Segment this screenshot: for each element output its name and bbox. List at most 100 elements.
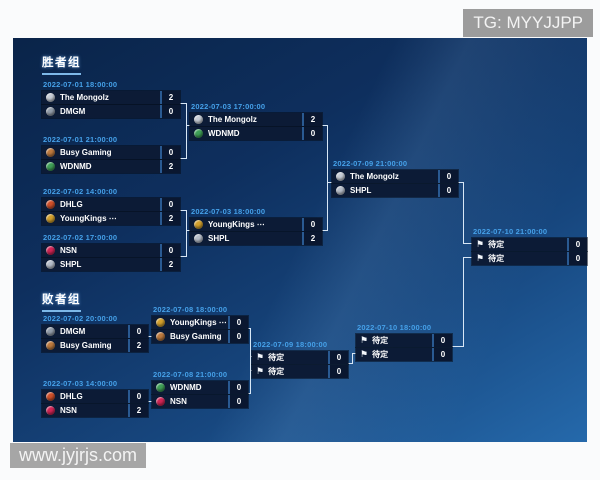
team-row[interactable]: WDNMD 2 <box>42 160 180 173</box>
team-score: 0 <box>328 351 348 364</box>
team-row[interactable]: DHLG 0 <box>42 198 180 211</box>
team-score: 0 <box>228 381 248 394</box>
bracket-connector <box>250 328 251 394</box>
team-row[interactable]: WDNMD 0 <box>190 127 322 140</box>
bracket-connector <box>180 158 186 159</box>
team-row[interactable]: NSN 0 <box>152 395 248 408</box>
team-name: The Mongolz <box>350 172 399 181</box>
team-score: 0 <box>302 218 322 231</box>
bracket-connector <box>186 230 190 231</box>
website-watermark: www.jyjrjs.com <box>10 443 147 468</box>
bracket-connector <box>248 328 250 329</box>
match-losers-r1-2: 2022-07-03 14:00:00 DHLG 0 NSN 2 <box>42 379 148 418</box>
team-logo-icon <box>46 162 55 171</box>
team-row[interactable]: WDNMD 0 <box>152 381 248 394</box>
team-logo-icon <box>194 129 203 138</box>
team-logo-icon <box>156 332 165 341</box>
team-row[interactable]: DMGM 0 <box>42 105 180 118</box>
team-row[interactable]: DMGM 0 <box>42 325 148 338</box>
team-name: WDNMD <box>60 162 92 171</box>
team-name: 待定 <box>372 350 389 359</box>
bracket-connector <box>463 257 472 258</box>
match-winners-r1-1: 2022-07-01 18:00:00 The Mongolz 2 DMGM 0 <box>42 80 180 119</box>
match-losers-r2-2: 2022-07-08 21:00:00 WDNMD 0 NSN 0 <box>152 370 248 409</box>
team-score: 0 <box>228 316 248 329</box>
match-date: 2022-07-01 18:00:00 <box>43 80 118 89</box>
team-row[interactable]: The Mongolz 2 <box>190 113 322 126</box>
telegram-watermark: TG: MYYJJPP <box>463 9 593 37</box>
team-row[interactable]: YoungKings ⋯ 0 <box>152 316 248 329</box>
match-winners-r1-4: 2022-07-02 17:00:00 NSN 0 SHPL 2 <box>42 233 180 272</box>
team-logo-icon <box>336 186 345 195</box>
team-name: DMGM <box>60 107 86 116</box>
team-score: 0 <box>228 330 248 343</box>
team-score: 0 <box>160 198 180 211</box>
team-score: 0 <box>567 252 587 265</box>
bracket-connector <box>186 103 187 159</box>
team-name: DHLG <box>60 392 83 401</box>
match-losers-semi: 2022-07-09 18:00:00 ⚑ 待定 0 ⚑ 待定 0 <box>252 340 348 379</box>
team-row[interactable]: SHPL 2 <box>190 232 322 245</box>
team-row[interactable]: NSN 2 <box>42 404 148 417</box>
team-name: DHLG <box>60 200 83 209</box>
team-logo-icon <box>156 383 165 392</box>
bracket-connector <box>327 125 328 231</box>
team-row[interactable]: SHPL 2 <box>42 258 180 271</box>
team-score: 2 <box>160 160 180 173</box>
team-logo-icon <box>46 107 55 116</box>
match-date: 2022-07-02 20:00:00 <box>43 314 118 323</box>
team-name: YoungKings ⋯ <box>208 220 265 229</box>
losers-bracket-header: 败者组 <box>42 291 81 312</box>
team-row[interactable]: ⚑ 待定 0 <box>252 351 348 364</box>
bracket-connector <box>322 125 327 126</box>
team-row[interactable]: YoungKings ⋯ 0 <box>190 218 322 231</box>
team-row[interactable]: ⚑ 待定 0 <box>472 252 587 265</box>
team-name: WDNMD <box>170 383 202 392</box>
team-row[interactable]: SHPL 0 <box>332 184 458 197</box>
team-row[interactable]: ⚑ 待定 0 <box>356 334 452 347</box>
team-score: 0 <box>160 146 180 159</box>
team-name: YoungKings ⋯ <box>60 214 117 223</box>
team-row[interactable]: ⚑ 待定 0 <box>252 365 348 378</box>
team-score: 0 <box>128 390 148 403</box>
team-row[interactable]: The Mongolz 2 <box>42 91 180 104</box>
winners-bracket-header: 胜者组 <box>42 54 81 75</box>
team-row[interactable]: ⚑ 待定 0 <box>472 238 587 251</box>
team-score: 0 <box>160 244 180 257</box>
team-logo-icon <box>46 214 55 223</box>
team-logo-icon <box>156 397 165 406</box>
team-score: 0 <box>328 365 348 378</box>
team-row[interactable]: ⚑ 待定 0 <box>356 348 452 361</box>
team-logo-icon <box>46 392 55 401</box>
match-date: 2022-07-02 14:00:00 <box>43 187 118 196</box>
team-row[interactable]: DHLG 0 <box>42 390 148 403</box>
team-row[interactable]: Busy Gaming 2 <box>42 339 148 352</box>
team-logo-icon <box>46 246 55 255</box>
team-row[interactable]: Busy Gaming 0 <box>42 146 180 159</box>
team-name: Busy Gaming <box>60 341 112 350</box>
team-logo-icon <box>46 341 55 350</box>
team-row[interactable]: The Mongolz 0 <box>332 170 458 183</box>
team-score: 0 <box>228 395 248 408</box>
bracket-connector <box>148 401 152 402</box>
team-score: 0 <box>438 170 458 183</box>
team-row[interactable]: NSN 0 <box>42 244 180 257</box>
bracket-connector <box>180 210 186 211</box>
bracket-connector <box>180 256 186 257</box>
team-name: NSN <box>60 246 77 255</box>
match-date: 2022-07-03 18:00:00 <box>191 207 266 216</box>
match-winners-r1-3: 2022-07-02 14:00:00 DHLG 0 YoungKings ⋯ … <box>42 187 180 226</box>
team-row[interactable]: YoungKings ⋯ 2 <box>42 212 180 225</box>
bracket-connector <box>186 125 190 126</box>
team-name: 待定 <box>268 353 285 362</box>
team-name: The Mongolz <box>60 93 109 102</box>
match-date: 2022-07-03 14:00:00 <box>43 379 118 388</box>
bracket-connector <box>452 346 463 347</box>
flag-icon: ⚑ <box>256 366 265 376</box>
match-winners-final: 2022-07-09 21:00:00 The Mongolz 0 SHPL 0 <box>332 159 458 198</box>
bracket-connector <box>148 336 152 337</box>
bracket-connector <box>458 182 463 183</box>
match-date: 2022-07-09 18:00:00 <box>253 340 328 349</box>
team-row[interactable]: Busy Gaming 0 <box>152 330 248 343</box>
